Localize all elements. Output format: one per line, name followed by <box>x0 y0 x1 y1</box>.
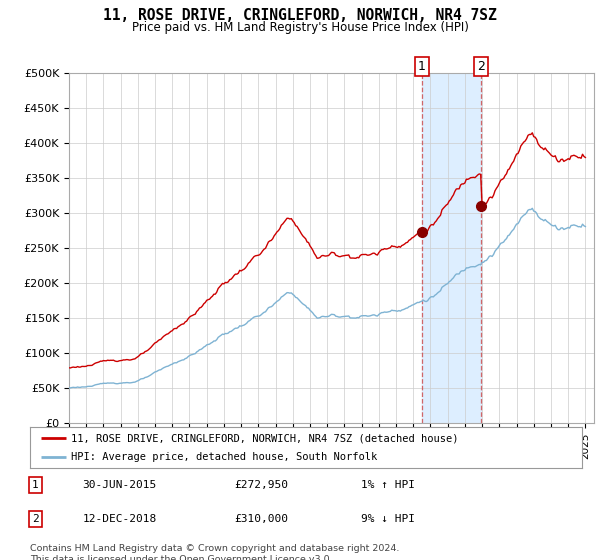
Text: 11, ROSE DRIVE, CRINGLEFORD, NORWICH, NR4 7SZ: 11, ROSE DRIVE, CRINGLEFORD, NORWICH, NR… <box>103 8 497 24</box>
Text: 1% ↑ HPI: 1% ↑ HPI <box>361 480 415 490</box>
Text: 2: 2 <box>478 60 485 73</box>
Text: £310,000: £310,000 <box>234 514 288 524</box>
Bar <box>422 73 481 423</box>
Text: HPI: Average price, detached house, South Norfolk: HPI: Average price, detached house, Sout… <box>71 452 377 461</box>
Text: 1: 1 <box>32 480 39 490</box>
Text: 12-DEC-2018: 12-DEC-2018 <box>82 514 157 524</box>
Text: Price paid vs. HM Land Registry's House Price Index (HPI): Price paid vs. HM Land Registry's House … <box>131 21 469 34</box>
Text: 1: 1 <box>418 60 426 73</box>
Text: Contains HM Land Registry data © Crown copyright and database right 2024.
This d: Contains HM Land Registry data © Crown c… <box>30 544 400 560</box>
Text: 2: 2 <box>32 514 39 524</box>
Text: £272,950: £272,950 <box>234 480 288 490</box>
Text: 9% ↓ HPI: 9% ↓ HPI <box>361 514 415 524</box>
Text: 30-JUN-2015: 30-JUN-2015 <box>82 480 157 490</box>
Text: 11, ROSE DRIVE, CRINGLEFORD, NORWICH, NR4 7SZ (detached house): 11, ROSE DRIVE, CRINGLEFORD, NORWICH, NR… <box>71 433 459 443</box>
